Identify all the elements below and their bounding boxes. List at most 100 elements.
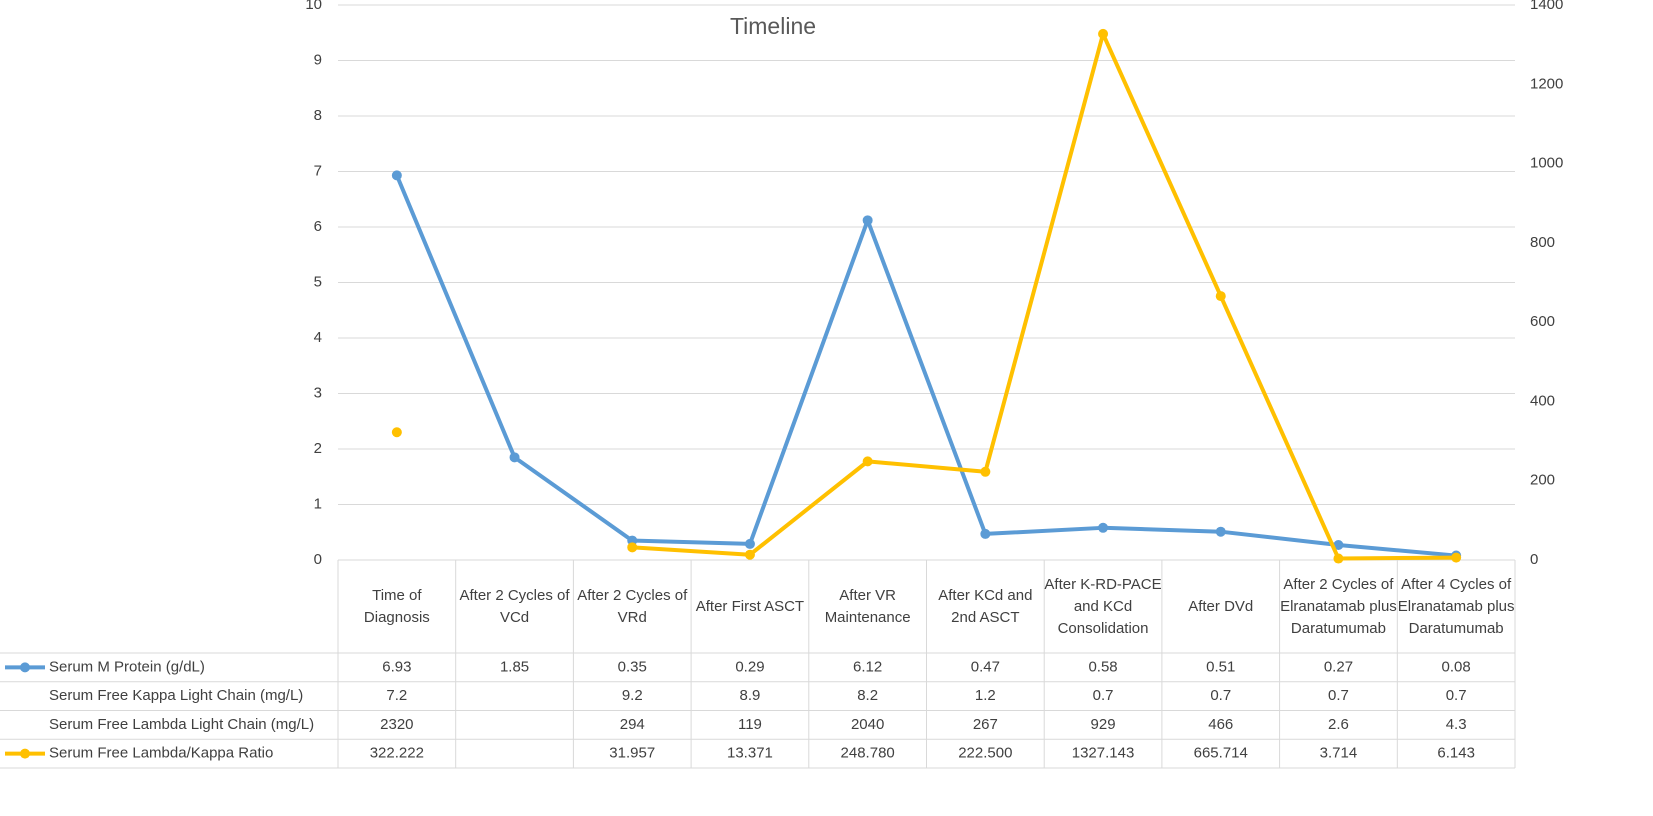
table-value: 0.08 — [1442, 658, 1471, 675]
table-value: 31.957 — [609, 745, 655, 762]
y-tick-label: 5 — [314, 273, 322, 290]
table-value: 466 — [1208, 716, 1233, 733]
table-value: 4.3 — [1446, 716, 1467, 733]
data-point — [1098, 522, 1109, 533]
data-point — [1451, 552, 1462, 563]
series-line — [632, 31, 1457, 561]
category-cell: After VR Maintenance — [824, 586, 911, 626]
y2-tick-label: 800 — [1530, 234, 1555, 251]
data-point — [391, 170, 402, 181]
x-tick-label: After 2 Cycles of VRd — [577, 586, 688, 626]
category-cell: After DVd — [1188, 597, 1254, 615]
x-tick-label: After DVd — [1188, 597, 1254, 615]
y-tick-label: 3 — [314, 384, 322, 401]
x-tick-label: After K-RD-PACE and KCd Consolidation — [1044, 575, 1162, 637]
table-value: 8.2 — [857, 687, 878, 704]
y-tick-label: 10 — [305, 0, 322, 13]
table-value: 248.780 — [841, 745, 895, 762]
x-tick-label: After VR Maintenance — [824, 586, 911, 626]
x-tick-label: After 2 Cycles of VCd — [459, 586, 570, 626]
table-value: 8.9 — [740, 687, 761, 704]
data-point — [862, 456, 873, 467]
data-point — [862, 215, 873, 226]
data-point — [1333, 553, 1344, 564]
legend-label: Serum Free Lambda Light Chain (mg/L) — [49, 716, 314, 733]
table-value: 1.85 — [500, 658, 529, 675]
table-value: 0.58 — [1088, 658, 1117, 675]
legend-label: Serum M Protein (g/dL) — [49, 658, 205, 675]
table-value: 6.93 — [382, 658, 411, 675]
table-value: 2320 — [380, 716, 413, 733]
y2-tick-label: 400 — [1530, 392, 1555, 409]
y2-tick-label: 200 — [1530, 472, 1555, 489]
data-point — [744, 538, 755, 549]
x-tick-label: After 2 Cycles of Elranatamab plus Darat… — [1280, 575, 1397, 637]
data-point — [744, 549, 755, 560]
table-value: 2040 — [851, 716, 884, 733]
data-point — [391, 427, 402, 438]
y-tick-label: 7 — [314, 162, 322, 179]
table-value: 294 — [620, 716, 645, 733]
category-cell: Time of Diagnosis — [363, 586, 430, 626]
data-point — [980, 528, 991, 539]
table-value: 665.714 — [1194, 745, 1248, 762]
data-point — [1098, 28, 1109, 39]
x-tick-label: After 4 Cycles of Elranatamab plus Darat… — [1397, 575, 1515, 637]
table-value: 0.35 — [618, 658, 647, 675]
y-tick-label: 6 — [314, 218, 322, 235]
data-point — [1215, 291, 1226, 302]
table-value: 3.714 — [1320, 745, 1358, 762]
chart-title: Timeline — [730, 13, 816, 39]
table-value: 1.2 — [975, 687, 996, 704]
table-value: 929 — [1091, 716, 1116, 733]
table-value: 0.29 — [735, 658, 764, 675]
x-tick-label: After First ASCT — [695, 597, 805, 615]
x-tick-label: Time of Diagnosis — [363, 586, 430, 626]
data-point — [627, 542, 638, 553]
category-cell: After K-RD-PACE and KCd Consolidation — [1044, 575, 1162, 637]
y-tick-label: 1 — [314, 495, 322, 512]
table-value: 6.12 — [853, 658, 882, 675]
table-value: 0.7 — [1328, 687, 1349, 704]
table-value: 0.7 — [1446, 687, 1467, 704]
y2-tick-label: 1400 — [1530, 0, 1563, 13]
data-point — [1333, 540, 1344, 551]
y-tick-label: 0 — [314, 551, 322, 568]
table-value: 267 — [973, 716, 998, 733]
x-tick-label: After KCd and 2nd ASCT — [938, 586, 1033, 626]
table-value: 0.47 — [971, 658, 1000, 675]
table-value: 1327.143 — [1072, 745, 1135, 762]
category-cell: After 2 Cycles of VCd — [459, 586, 570, 626]
data-point — [980, 466, 991, 477]
y-tick-label: 2 — [314, 440, 322, 457]
table-value: 6.143 — [1437, 745, 1475, 762]
table-value: 7.2 — [386, 687, 407, 704]
data-point — [1215, 526, 1226, 537]
table-value: 322.222 — [370, 745, 424, 762]
table-value: 119 — [738, 716, 762, 733]
y2-tick-label: 1200 — [1530, 75, 1563, 92]
category-cell: After First ASCT — [695, 597, 805, 615]
y-tick-label: 4 — [314, 329, 322, 346]
y2-tick-label: 0 — [1530, 551, 1538, 568]
table-value: 13.371 — [727, 745, 773, 762]
table-value: 9.2 — [622, 687, 643, 704]
y-tick-label: 9 — [314, 51, 322, 68]
table-value: 0.7 — [1210, 687, 1231, 704]
category-cell: After 2 Cycles of VRd — [577, 586, 688, 626]
category-cell: After KCd and 2nd ASCT — [938, 586, 1033, 626]
table-value: 0.51 — [1206, 658, 1235, 675]
legend-key-marker — [20, 748, 30, 759]
legend-label: Serum Free Kappa Light Chain (mg/L) — [49, 687, 303, 704]
series-line — [395, 174, 1457, 558]
y-tick-label: 8 — [314, 107, 322, 124]
table-value: 0.27 — [1324, 658, 1353, 675]
table-value: 222.500 — [958, 745, 1012, 762]
y2-tick-label: 1000 — [1530, 155, 1563, 172]
legend-key-marker — [20, 662, 30, 673]
legend-label: Serum Free Lambda/Kappa Ratio — [49, 745, 273, 762]
category-cell: After 4 Cycles of Elranatamab plus Darat… — [1397, 575, 1515, 637]
table-value: 2.6 — [1328, 716, 1349, 733]
category-cell: After 2 Cycles of Elranatamab plus Darat… — [1280, 575, 1397, 637]
